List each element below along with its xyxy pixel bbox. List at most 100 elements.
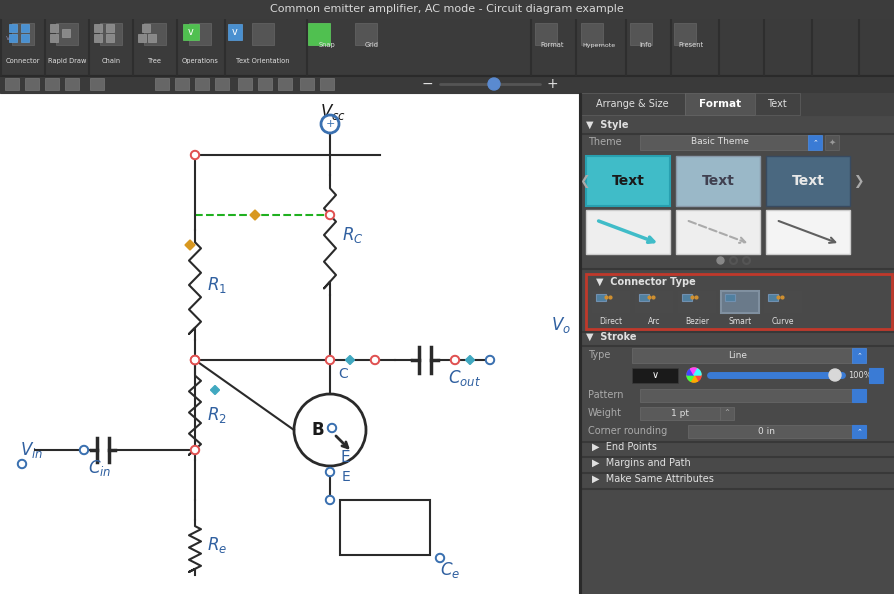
Circle shape — [327, 213, 333, 217]
Bar — [94, 24, 102, 32]
Bar — [592, 291, 630, 313]
Circle shape — [192, 447, 198, 453]
Bar — [639, 294, 649, 301]
Bar — [12, 23, 34, 45]
Polygon shape — [466, 355, 475, 365]
Bar — [688, 425, 852, 438]
Bar — [138, 34, 146, 42]
Text: $V_{cc}$: $V_{cc}$ — [320, 102, 346, 122]
Bar — [763, 18, 764, 75]
Circle shape — [190, 355, 199, 365]
Text: ✦: ✦ — [829, 137, 836, 147]
Bar — [852, 348, 866, 363]
Circle shape — [80, 446, 89, 454]
Text: Connector: Connector — [5, 58, 40, 64]
Circle shape — [373, 358, 377, 362]
Bar — [176, 18, 177, 75]
Circle shape — [327, 498, 333, 503]
Bar — [720, 407, 734, 420]
Circle shape — [81, 447, 87, 453]
Text: Operations: Operations — [181, 58, 218, 64]
Polygon shape — [250, 210, 260, 220]
Bar — [580, 331, 894, 332]
Bar — [800, 93, 894, 115]
Text: Text: Text — [791, 174, 824, 188]
Text: Curve: Curve — [772, 318, 794, 327]
Text: Weight: Weight — [588, 408, 622, 418]
Bar — [300, 78, 314, 90]
Wedge shape — [687, 375, 694, 381]
Bar — [189, 23, 211, 45]
Bar — [768, 294, 778, 301]
Text: $V_o$: $V_o$ — [551, 315, 571, 335]
Text: ⌃: ⌃ — [723, 409, 730, 418]
Bar — [44, 18, 45, 75]
Text: $R_e$: $R_e$ — [207, 535, 227, 555]
Text: ⌃: ⌃ — [812, 139, 818, 145]
Bar — [100, 23, 122, 45]
Bar — [56, 23, 78, 45]
Text: Info: Info — [640, 42, 653, 48]
Circle shape — [325, 210, 334, 220]
Text: ▶  Make Same Attributes: ▶ Make Same Attributes — [592, 474, 714, 484]
Bar — [858, 18, 859, 75]
Bar — [306, 18, 307, 75]
Polygon shape — [210, 386, 220, 394]
Bar — [766, 210, 850, 254]
Wedge shape — [690, 368, 697, 375]
Text: ⌃: ⌃ — [856, 352, 862, 358]
Text: C: C — [338, 367, 348, 381]
Bar — [632, 368, 678, 383]
Text: Direct: Direct — [600, 318, 622, 327]
Bar — [0, 18, 894, 75]
Text: Smart: Smart — [729, 318, 752, 327]
Bar — [535, 23, 557, 45]
Bar — [144, 23, 166, 45]
Text: Snap: Snap — [318, 42, 335, 48]
Bar — [21, 34, 29, 42]
Circle shape — [325, 467, 334, 476]
Bar — [106, 34, 114, 42]
Bar — [586, 156, 670, 206]
Bar — [530, 18, 531, 75]
Bar — [625, 18, 626, 75]
Text: Arrange & Size: Arrange & Size — [595, 99, 669, 109]
Circle shape — [325, 355, 334, 365]
Text: 100%: 100% — [848, 371, 872, 380]
Bar — [721, 291, 759, 313]
Bar — [106, 24, 114, 32]
Circle shape — [330, 425, 334, 431]
Text: $C_{in}$: $C_{in}$ — [88, 458, 112, 478]
Bar — [755, 93, 800, 115]
Bar — [142, 24, 150, 32]
Bar — [580, 115, 894, 594]
Text: Format: Format — [540, 42, 564, 48]
Bar — [238, 78, 252, 90]
Bar — [62, 29, 70, 37]
Text: Text Orientation: Text Orientation — [236, 58, 290, 64]
Bar — [278, 78, 292, 90]
Circle shape — [325, 495, 334, 504]
Bar — [258, 78, 272, 90]
Text: ❯: ❯ — [853, 175, 864, 188]
Text: Present: Present — [679, 42, 704, 48]
Bar — [586, 210, 670, 254]
Bar — [580, 133, 894, 134]
Bar — [21, 24, 29, 32]
Circle shape — [687, 368, 701, 382]
Bar — [25, 78, 39, 90]
Bar — [580, 75, 894, 93]
Bar — [224, 18, 225, 75]
Text: $V_{in}$: $V_{in}$ — [20, 440, 43, 460]
Bar — [0, 93, 580, 594]
Bar — [764, 291, 802, 313]
Circle shape — [488, 78, 500, 90]
Bar — [132, 18, 133, 75]
Bar — [576, 18, 623, 75]
Bar — [580, 93, 894, 594]
Bar — [195, 78, 209, 90]
Bar — [65, 78, 79, 90]
Circle shape — [487, 358, 493, 362]
Bar — [45, 78, 59, 90]
Text: Text: Text — [702, 174, 735, 188]
